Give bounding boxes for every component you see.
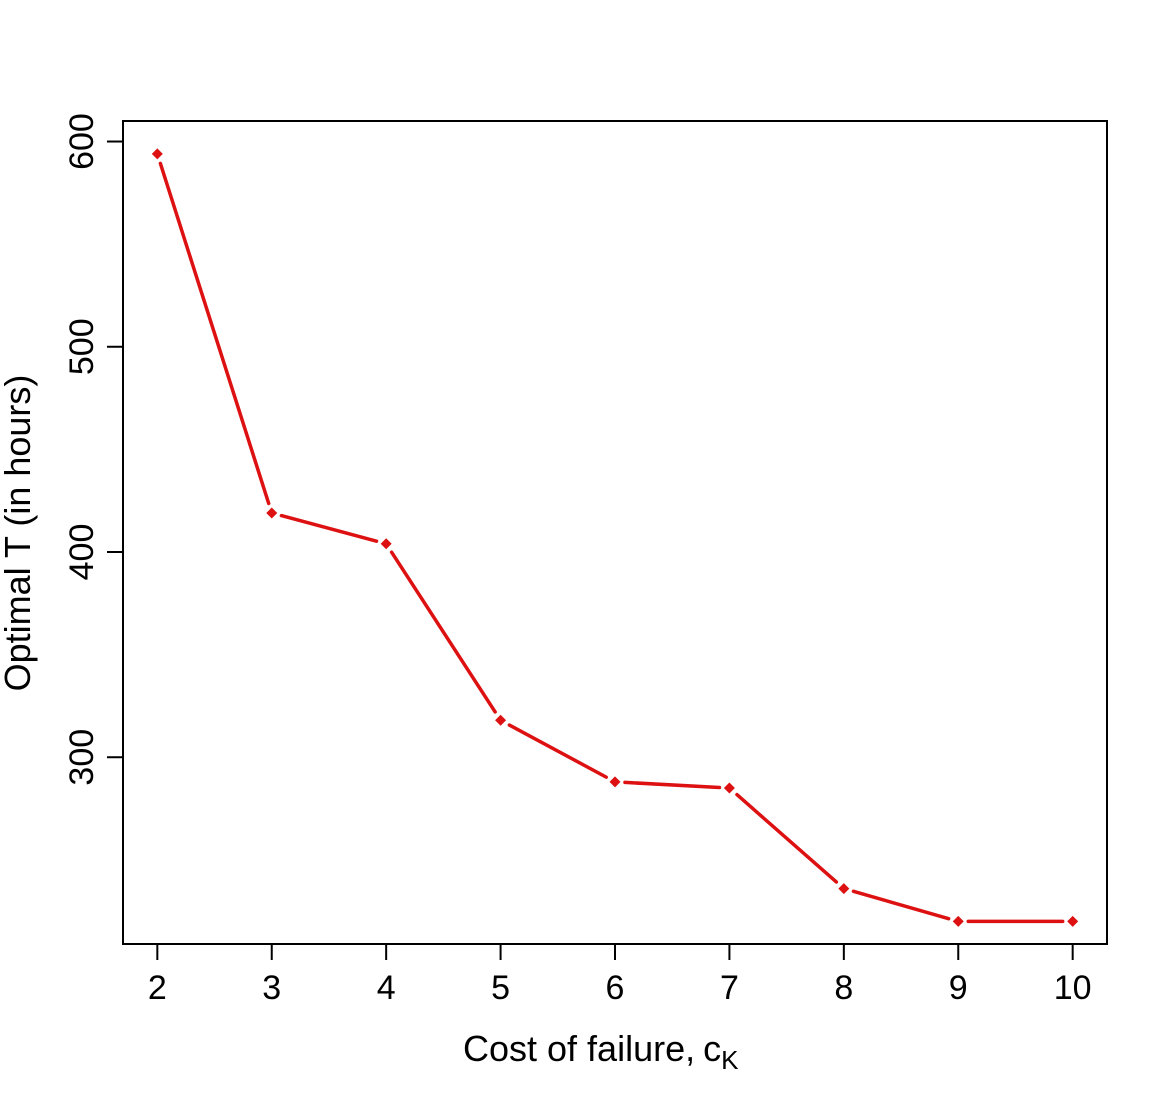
x-tick-label: 9 [949,969,968,1007]
series-line-segment [158,161,271,506]
x-tick-label: 3 [262,969,281,1007]
x-axis: 2 3 4 5 6 7 8 9 10 [148,944,1092,1007]
data-point [609,776,621,788]
x-axis-title-subscript: K [721,1045,739,1075]
plot-frame [122,120,1108,945]
y-tick-label: 500 [63,318,101,375]
y-axis-title: Optimal T (in hours) [0,375,38,692]
x-tick-label: 7 [720,969,739,1007]
data-point [266,507,278,519]
y-tick-label: 600 [63,113,101,170]
y-tick-label: 400 [63,524,101,581]
data-point [1067,915,1079,927]
data-point [380,538,392,550]
y-tick-label: 300 [63,729,101,786]
series-line-segment [851,889,951,921]
data-point [723,782,735,794]
series-group [151,148,1079,927]
series-line-segment [279,513,379,543]
data-point [495,714,507,726]
x-tick-label: 5 [491,969,510,1007]
x-axis-title: Cost of failure, cK [463,1028,739,1075]
series-line-segment [735,792,839,884]
x-axis-title-text: Cost of failure, [463,1028,695,1069]
x-tick-label: 10 [1054,969,1092,1007]
x-tick-label: 6 [606,969,625,1007]
x-tick-label: 4 [377,969,396,1007]
x-tick-label: 8 [834,969,853,1007]
data-point [952,915,964,927]
x-axis-title-var: c [703,1028,721,1069]
data-point [838,883,850,895]
x-tick-label: 2 [148,969,167,1007]
series-line-segment [507,723,608,779]
series-line-segment [623,780,722,790]
y-axis: 300 400 500 600 [63,113,123,786]
data-point [151,148,163,160]
series-line-segment [389,550,497,714]
